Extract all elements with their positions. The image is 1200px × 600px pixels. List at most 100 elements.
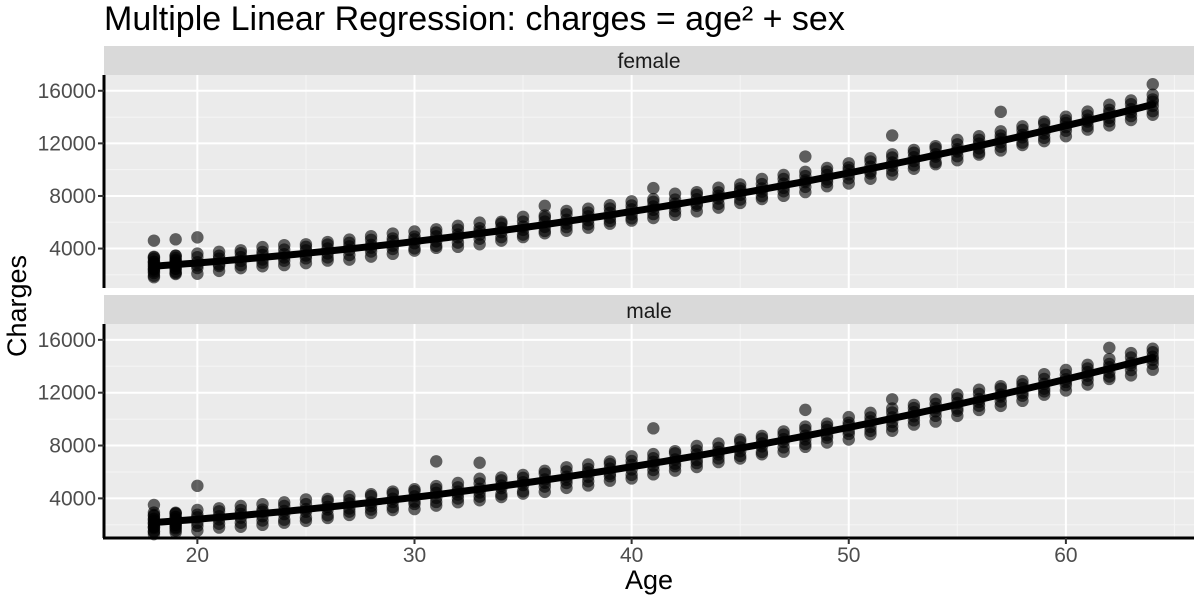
data-point <box>972 383 986 396</box>
y-tick-label: 8000 <box>49 435 96 458</box>
data-point <box>451 219 465 233</box>
data-point <box>929 393 942 406</box>
data-point <box>147 498 161 512</box>
data-point <box>147 234 161 247</box>
data-point <box>603 455 617 468</box>
strip-label-male: male <box>626 300 672 323</box>
fit-line-female <box>150 101 1157 270</box>
y-ticks: 4000 8000 12000 16000 4000 8000 12000 16000 <box>38 80 104 510</box>
data-point <box>733 178 747 191</box>
data-point <box>495 215 508 229</box>
data-point <box>733 433 747 446</box>
data-point <box>864 152 877 165</box>
fit-line-male <box>150 354 1157 526</box>
data-point <box>712 437 725 450</box>
data-point <box>1146 88 1159 101</box>
data-point <box>364 229 378 243</box>
data-point <box>430 223 443 236</box>
data-point <box>386 227 399 240</box>
data-point <box>907 398 921 412</box>
data-point <box>582 458 595 471</box>
data-point <box>994 105 1007 119</box>
data-point <box>408 225 421 238</box>
data-point <box>777 168 790 182</box>
x-axis-title: Age <box>625 565 673 595</box>
data-point <box>842 157 855 170</box>
data-point <box>1103 352 1116 366</box>
data-point <box>668 187 682 200</box>
data-point <box>885 129 899 142</box>
data-point <box>538 199 551 213</box>
y-axis-title: Charges <box>2 255 32 357</box>
data-point <box>820 417 834 430</box>
data-point <box>538 464 551 478</box>
data-point <box>1124 94 1138 107</box>
data-point <box>212 245 226 258</box>
data-point <box>755 172 769 186</box>
x-tick-label: 20 <box>186 544 209 567</box>
data-point <box>516 468 530 482</box>
data-point <box>1146 78 1159 91</box>
data-point <box>278 496 291 509</box>
data-point <box>885 148 899 161</box>
data-point <box>234 244 247 257</box>
data-point <box>343 233 356 246</box>
data-point <box>1081 105 1094 118</box>
data-point <box>364 488 378 501</box>
data-point <box>451 476 465 490</box>
x-ticks: 20 30 40 50 60 <box>186 538 1078 567</box>
data-point <box>668 444 682 458</box>
y-tick-label: 4000 <box>49 487 96 510</box>
data-point <box>169 233 182 246</box>
data-point <box>647 181 660 195</box>
data-point <box>647 192 660 206</box>
data-point <box>538 209 551 222</box>
data-point <box>299 238 313 251</box>
data-point <box>430 455 443 468</box>
data-point <box>1103 98 1116 111</box>
data-point <box>495 471 508 484</box>
strip-male <box>104 295 1194 324</box>
strip-label-female: female <box>617 50 680 73</box>
data-point <box>864 406 877 420</box>
data-point <box>799 150 812 163</box>
y-tick-label: 16000 <box>38 329 96 352</box>
data-point <box>386 485 399 498</box>
data-point <box>321 492 334 506</box>
data-point <box>256 497 269 511</box>
data-point <box>885 402 899 415</box>
data-point <box>690 439 703 453</box>
data-point <box>994 125 1007 138</box>
data-point <box>191 247 204 260</box>
x-tick-label: 30 <box>403 544 426 567</box>
data-point <box>603 198 617 212</box>
data-point <box>1124 346 1138 360</box>
y-tick-label: 12000 <box>38 132 96 155</box>
data-point <box>278 238 291 252</box>
data-point <box>690 185 703 199</box>
x-tick-label: 40 <box>620 544 643 567</box>
data-point <box>473 216 486 229</box>
data-point <box>473 472 486 485</box>
data-point <box>929 139 942 153</box>
data-point <box>169 249 182 262</box>
data-point <box>1081 358 1094 372</box>
data-point <box>343 490 356 503</box>
data-point <box>1059 363 1073 377</box>
x-tick-label: 60 <box>1054 544 1077 567</box>
data-point <box>169 506 182 519</box>
chart-title: Multiple Linear Regression: charges = ag… <box>104 0 845 38</box>
data-point <box>1037 367 1051 381</box>
y-tick-label: 16000 <box>38 80 96 103</box>
data-point <box>212 502 226 515</box>
data-point <box>191 479 204 493</box>
data-point <box>473 456 486 469</box>
data-point <box>299 493 313 506</box>
data-point <box>1037 115 1051 128</box>
data-point <box>647 447 660 461</box>
data-point <box>820 161 834 175</box>
data-point <box>907 143 921 157</box>
data-point <box>885 393 899 406</box>
data-point <box>972 130 986 143</box>
